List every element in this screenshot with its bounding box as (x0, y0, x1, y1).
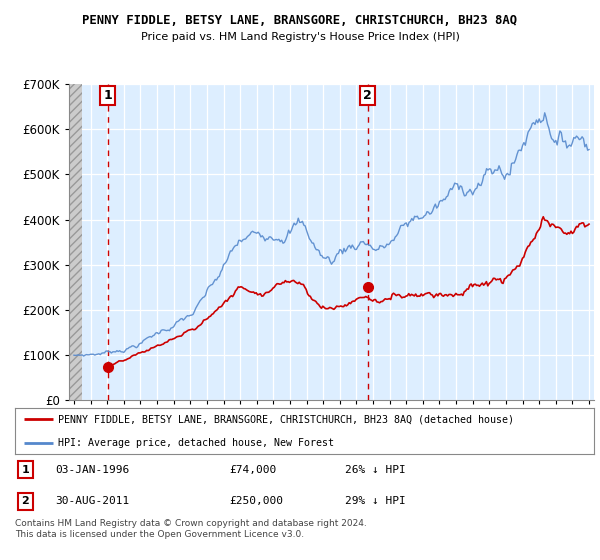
Text: PENNY FIDDLE, BETSY LANE, BRANSGORE, CHRISTCHURCH, BH23 8AQ (detached house): PENNY FIDDLE, BETSY LANE, BRANSGORE, CHR… (58, 414, 514, 424)
Text: 30-AUG-2011: 30-AUG-2011 (56, 496, 130, 506)
Text: PENNY FIDDLE, BETSY LANE, BRANSGORE, CHRISTCHURCH, BH23 8AQ: PENNY FIDDLE, BETSY LANE, BRANSGORE, CHR… (82, 14, 518, 27)
Text: 29% ↓ HPI: 29% ↓ HPI (345, 496, 406, 506)
Text: £250,000: £250,000 (229, 496, 283, 506)
Text: 1: 1 (22, 465, 29, 474)
Text: Price paid vs. HM Land Registry's House Price Index (HPI): Price paid vs. HM Land Registry's House … (140, 32, 460, 43)
Text: Contains HM Land Registry data © Crown copyright and database right 2024.
This d: Contains HM Land Registry data © Crown c… (15, 519, 367, 539)
Text: 2: 2 (22, 496, 29, 506)
Text: 03-JAN-1996: 03-JAN-1996 (56, 465, 130, 474)
Text: 26% ↓ HPI: 26% ↓ HPI (345, 465, 406, 474)
Bar (69, 84, 82, 400)
Text: HPI: Average price, detached house, New Forest: HPI: Average price, detached house, New … (58, 438, 334, 449)
Text: £74,000: £74,000 (229, 465, 277, 474)
Text: 2: 2 (363, 89, 372, 102)
Text: 1: 1 (104, 89, 112, 102)
